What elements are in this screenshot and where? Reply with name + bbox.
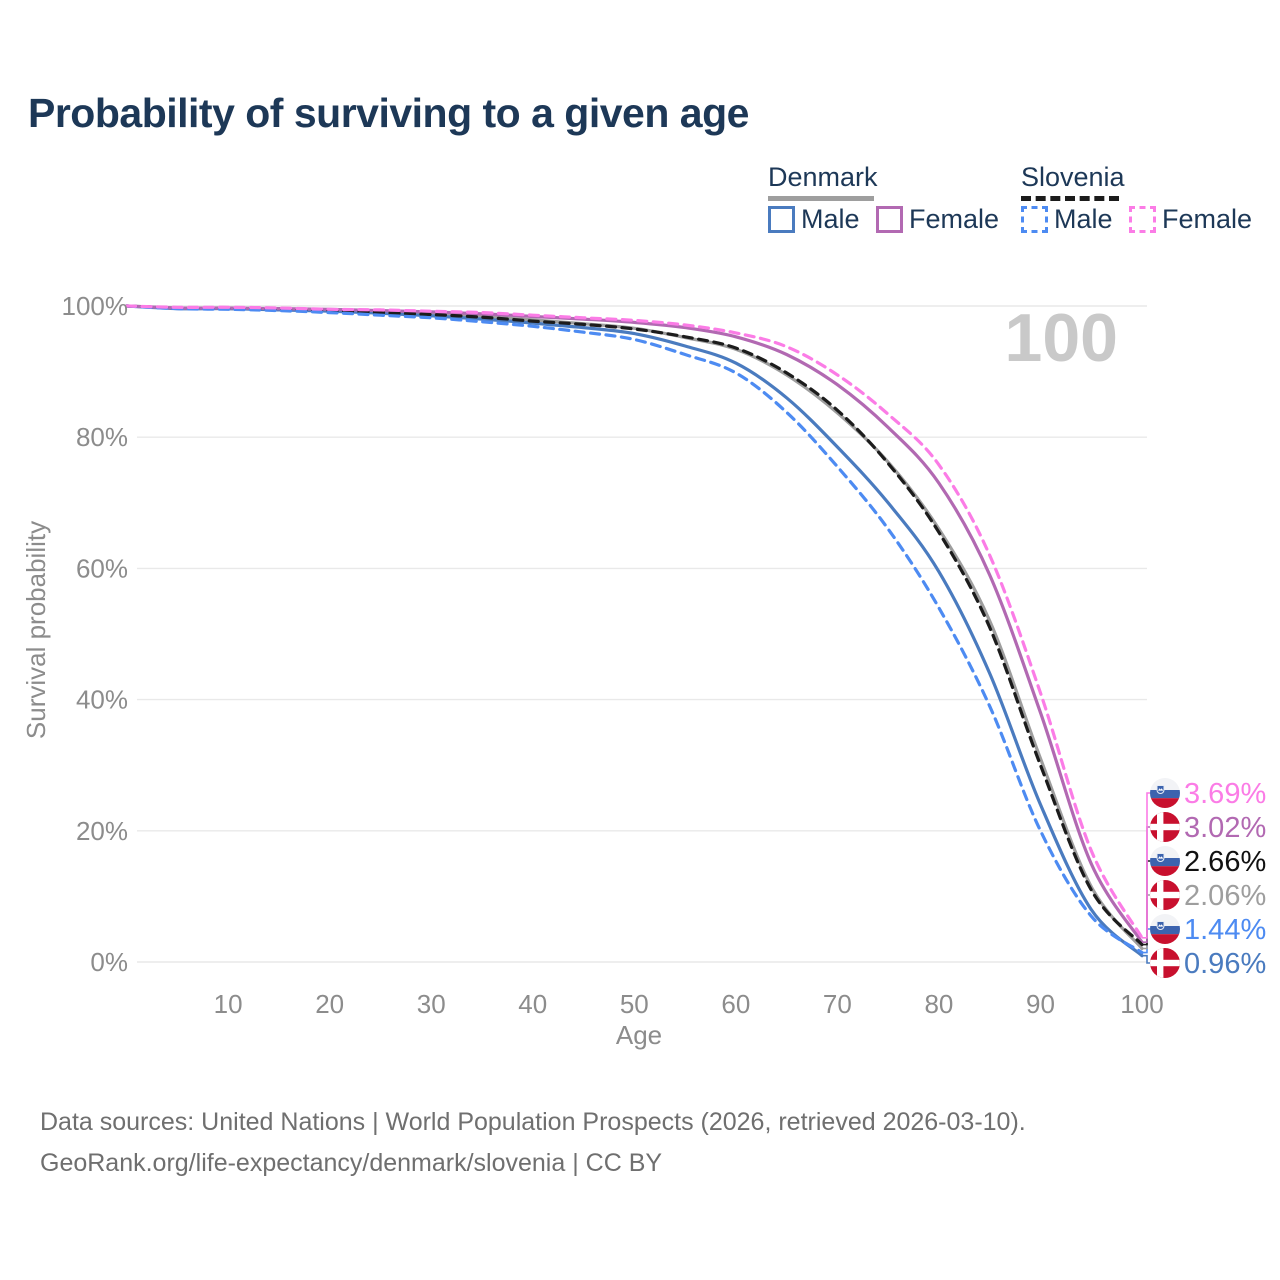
x-axis-title: Age: [616, 1020, 662, 1050]
slovenia-male-swatch-icon: [1021, 206, 1048, 233]
legend-item-denmark-male[interactable]: Male: [768, 204, 860, 235]
end-label-denmark-total: 2.06%: [1184, 880, 1266, 912]
svg-text:40: 40: [518, 989, 547, 1019]
legend-group-slovenia: Slovenia: [1021, 162, 1125, 201]
svg-text:50: 50: [620, 989, 649, 1019]
legend-item-label: Male: [801, 204, 860, 234]
svg-text:60: 60: [721, 989, 750, 1019]
label-leader-lines: [1142, 792, 1150, 964]
data-sources-text: Data sources: United Nations | World Pop…: [40, 1108, 1026, 1136]
svg-text:90: 90: [1026, 989, 1055, 1019]
denmark-male-swatch-icon: [768, 206, 795, 233]
legend-group-denmark: Denmark: [768, 162, 878, 201]
end-label-denmark-female: 3.02%: [1184, 812, 1266, 844]
svg-text:20: 20: [315, 989, 344, 1019]
end-label-denmark-male: 0.96%: [1184, 948, 1266, 980]
slovenia-female-swatch-icon: [1129, 206, 1156, 233]
denmark-line-sample-icon: [768, 196, 874, 201]
svg-text:80: 80: [924, 989, 953, 1019]
end-label-slovenia-total: 2.66%: [1184, 846, 1266, 878]
svg-text:0%: 0%: [90, 947, 128, 977]
end-label-slovenia-female: 3.69%: [1184, 778, 1266, 810]
y-axis-title: Survival probability: [21, 521, 51, 739]
line-slovenia-total[interactable]: [125, 304, 1144, 947]
legend-heading-slovenia[interactable]: Slovenia: [1021, 162, 1125, 192]
end-labels: 0.96% 1.44% 2.06% 2.66% 3.02%: [1150, 778, 1266, 980]
line-denmark-male[interactable]: [125, 304, 1144, 958]
legend-item-slovenia-female[interactable]: Female: [1129, 204, 1252, 235]
svg-text:70: 70: [823, 989, 852, 1019]
line-slovenia-female[interactable]: [125, 304, 1144, 940]
line-slovenia-male[interactable]: [125, 304, 1144, 955]
legend-heading-denmark[interactable]: Denmark: [768, 162, 878, 192]
denmark-female-swatch-icon: [876, 206, 903, 233]
svg-text:10: 10: [214, 989, 243, 1019]
denmark-flag-icon: [1150, 948, 1180, 978]
legend-item-label: Female: [1162, 204, 1253, 234]
denmark-flag-icon: [1150, 812, 1180, 842]
denmark-flag-icon: [1150, 880, 1180, 910]
svg-text:60%: 60%: [76, 553, 128, 583]
svg-text:40%: 40%: [76, 685, 128, 715]
legend-item-denmark-female[interactable]: Female: [876, 204, 999, 235]
age-watermark: 100: [1005, 300, 1118, 376]
slovenia-line-sample-icon: [1021, 196, 1119, 201]
slovenia-flag-icon: [1150, 778, 1180, 808]
svg-text:30: 30: [417, 989, 446, 1019]
svg-text:100%: 100%: [62, 291, 129, 321]
svg-text:100: 100: [1120, 989, 1163, 1019]
end-label-slovenia-male: 1.44%: [1184, 914, 1266, 946]
svg-text:20%: 20%: [76, 816, 128, 846]
slovenia-flag-icon: [1150, 846, 1180, 876]
x-axis-tick-labels: 10 20 30 40 50 60 70 80 90 100: [214, 989, 1164, 1019]
y-axis-tick-labels: 0% 20% 40% 60% 80% 100%: [62, 291, 129, 977]
attribution-text: GeoRank.org/life-expectancy/denmark/slov…: [40, 1149, 663, 1177]
gridlines: [137, 305, 1147, 963]
series-lines: [125, 304, 1144, 958]
svg-text:80%: 80%: [76, 422, 128, 452]
page-title: Probability of surviving to a given age: [28, 90, 749, 136]
legend-item-slovenia-male[interactable]: Male: [1021, 204, 1113, 235]
legend-item-label: Male: [1054, 204, 1113, 234]
slovenia-flag-icon: [1150, 914, 1180, 944]
legend-item-label: Female: [909, 204, 1000, 234]
